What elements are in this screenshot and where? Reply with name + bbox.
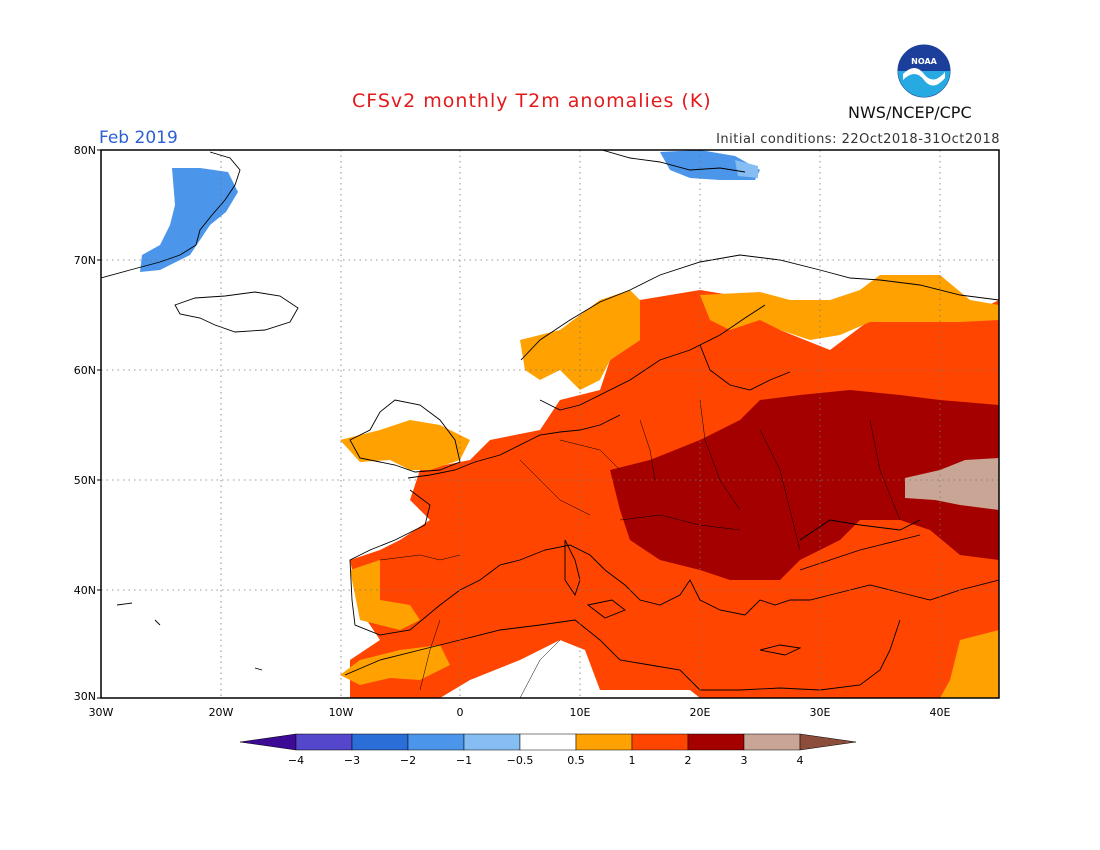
legend-swatch bbox=[295, 733, 353, 751]
legend-tick-label: 0.5 bbox=[567, 754, 585, 767]
anomaly-region-3to4 bbox=[610, 390, 999, 580]
legend-arrow-low bbox=[239, 733, 297, 751]
forecast-month-label: Feb 2019 bbox=[99, 128, 178, 148]
lon-label: 10W bbox=[329, 706, 354, 719]
anomaly-region-minus05to1-svalbard bbox=[735, 160, 758, 178]
lon-label: 20E bbox=[690, 706, 711, 719]
legend-swatch bbox=[743, 733, 801, 751]
anomaly-region-1to2-africa bbox=[340, 645, 450, 685]
legend-swatch bbox=[407, 733, 465, 751]
svg-text:NOAA: NOAA bbox=[911, 57, 937, 66]
lon-label: 30W bbox=[89, 706, 114, 719]
coastlines bbox=[101, 150, 999, 691]
lon-label: 0 bbox=[457, 706, 464, 719]
legend-swatch bbox=[519, 733, 577, 751]
legend-tick-label: −2 bbox=[400, 754, 416, 767]
country-borders bbox=[379, 399, 901, 698]
anomaly-region-1to2-scand bbox=[700, 275, 999, 340]
anomaly-region-1to2-east bbox=[940, 630, 999, 698]
legend-swatch bbox=[631, 733, 689, 751]
lon-label: 20W bbox=[209, 706, 234, 719]
map-title: CFSv2 monthly T2m anomalies (K) bbox=[352, 90, 712, 112]
color-legend: −4 −3 −2 −1 −0.5 0.5 1 2 3 4 bbox=[239, 733, 857, 767]
legend-swatch bbox=[687, 733, 745, 751]
lat-label: 40N bbox=[74, 584, 96, 597]
anomaly-region-minus1to2-svalbard bbox=[660, 150, 760, 180]
anomaly-region-1to2-iberia bbox=[350, 560, 420, 630]
lat-label: 70N bbox=[74, 254, 96, 267]
agency-label: NWS/NCEP/CPC bbox=[848, 103, 972, 122]
graticule bbox=[101, 150, 999, 698]
legend-swatch bbox=[463, 733, 521, 751]
lon-label: 30E bbox=[810, 706, 831, 719]
lat-label: 80N bbox=[74, 144, 96, 157]
legend-tick-label: 4 bbox=[797, 754, 804, 767]
lat-label: 50N bbox=[74, 474, 96, 487]
lat-label: 60N bbox=[74, 364, 96, 377]
anomaly-region-1to2-uk bbox=[340, 420, 470, 470]
map-frame bbox=[100, 149, 1000, 699]
lat-label: 30N bbox=[74, 690, 96, 703]
legend-tick-label: 2 bbox=[685, 754, 692, 767]
noaa-logo-icon: NOAA bbox=[897, 44, 951, 98]
lon-label: 10E bbox=[570, 706, 591, 719]
legend-swatch bbox=[575, 733, 633, 751]
legend-tick-label: 1 bbox=[629, 754, 636, 767]
legend-swatch bbox=[351, 733, 409, 751]
anomaly-region-minus1to2-greenland bbox=[140, 168, 238, 272]
anomaly-region-1to2-north bbox=[520, 290, 640, 390]
legend-tick-label: −0.5 bbox=[507, 754, 534, 767]
lon-label: 40E bbox=[930, 706, 951, 719]
legend-tick-label: −1 bbox=[456, 754, 472, 767]
legend-tick-label: −4 bbox=[288, 754, 304, 767]
legend-tick-label: 3 bbox=[741, 754, 748, 767]
anomaly-field bbox=[140, 150, 999, 698]
legend-arrow-high bbox=[799, 733, 857, 751]
anomaly-region-above4 bbox=[905, 458, 999, 510]
initial-conditions-label: Initial conditions: 22Oct2018-31Oct2018 bbox=[716, 132, 1000, 147]
legend-tick-label: −3 bbox=[344, 754, 360, 767]
